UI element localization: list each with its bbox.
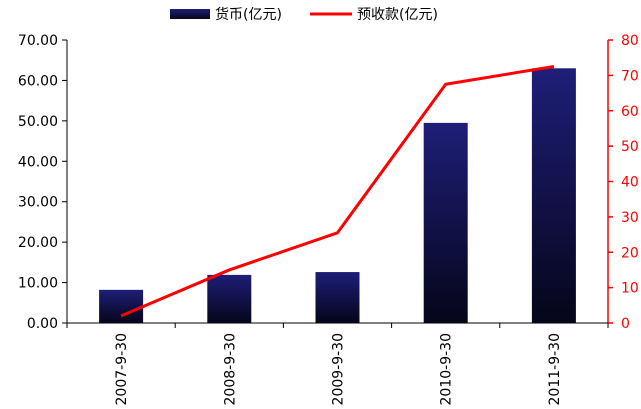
left-axis-ticks: 0.00 10.00 20.00 30.00 40.00 50.00 60.00 70.00 <box>18 33 67 332</box>
x-tick-label: 2009-9-30 <box>331 333 347 405</box>
left-tick-label: 20.00 <box>18 235 58 251</box>
left-tick-label: 70.00 <box>18 33 58 49</box>
left-tick-label: 40.00 <box>18 154 58 170</box>
x-tick-label: 2008-9-30 <box>222 333 238 405</box>
line-series <box>120 65 555 318</box>
right-tick-label: 30 <box>621 210 639 226</box>
right-tick-label: 50 <box>621 139 639 155</box>
right-tick-label: 70 <box>621 68 639 84</box>
x-tick-label: 2010-9-30 <box>439 333 455 405</box>
bar <box>207 274 252 323</box>
right-tick-label: 0 <box>621 316 630 332</box>
left-tick-label: 50.00 <box>18 114 58 130</box>
right-tick-label: 20 <box>621 245 639 261</box>
legend: 货币(亿元) 预收款(亿元) <box>170 6 438 23</box>
right-axis-ticks: 0 10 20 30 40 50 60 70 80 <box>608 33 639 332</box>
right-tick-label: 60 <box>621 104 639 120</box>
legend-label-line: 预收款(亿元) <box>357 7 438 23</box>
right-tick-label: 80 <box>621 33 639 49</box>
x-axis-ticks: 2007-9-30 2008-9-30 2009-9-30 2010-9-30 2011… <box>66 323 609 405</box>
right-tick-label: 10 <box>621 281 639 297</box>
left-tick-label: 30.00 <box>18 195 58 211</box>
x-tick-label: 2007-9-30 <box>114 333 130 405</box>
bar-series <box>99 68 576 323</box>
bar <box>423 122 468 323</box>
legend-label-bar: 货币(亿元) <box>215 6 282 23</box>
left-tick-label: 10.00 <box>18 276 58 292</box>
legend-swatch-bar <box>170 9 210 19</box>
left-tick-label: 0.00 <box>27 316 58 332</box>
bar <box>99 289 144 323</box>
bar <box>315 272 360 323</box>
x-tick-label: 2011-9-30 <box>547 333 563 405</box>
bar <box>531 68 576 323</box>
left-tick-label: 60.00 <box>18 73 58 89</box>
right-tick-label: 40 <box>621 175 639 191</box>
